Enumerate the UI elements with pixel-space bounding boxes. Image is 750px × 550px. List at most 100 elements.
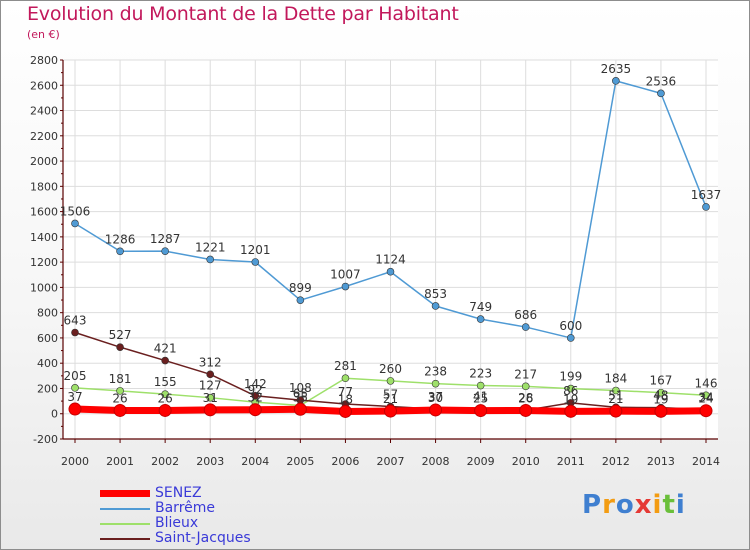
data-label-saint-jacques: 41 <box>473 390 488 404</box>
data-point-blieux <box>206 393 215 402</box>
data-label-senez: 24 <box>698 392 713 406</box>
y-tick-label: 1000 <box>30 281 58 294</box>
data-label-barr-me: 686 <box>514 308 537 322</box>
data-point-senez <box>564 404 578 418</box>
y-tick-label: 800 <box>37 307 58 320</box>
legend: SENEZ Barrême Blieux Saint-Jacques <box>100 485 320 546</box>
data-label-barr-me: 899 <box>289 281 312 295</box>
data-label-saint-jacques: 421 <box>154 342 177 356</box>
data-point-blieux <box>386 377 395 385</box>
data-label-saint-jacques: 86 <box>563 384 578 398</box>
x-tick-label: 2000 <box>61 455 89 468</box>
data-point-blieux <box>341 374 350 383</box>
x-tick-label: 2006 <box>331 455 359 468</box>
x-tick-label: 2010 <box>512 455 540 468</box>
legend-label: Blieux <box>155 515 199 531</box>
data-point-senez <box>203 403 217 417</box>
data-point-barr-me <box>341 282 350 291</box>
data-point-senez <box>338 404 352 418</box>
data-label-saint-jacques: 643 <box>64 314 87 328</box>
legend-swatch <box>100 523 150 525</box>
data-label-saint-jacques: 108 <box>289 381 312 395</box>
x-tick-label: 2014 <box>692 455 720 468</box>
data-label-saint-jacques: 51 <box>608 388 623 402</box>
data-point-senez <box>519 403 533 417</box>
data-point-senez <box>699 404 713 418</box>
x-tick-label: 2008 <box>422 455 450 468</box>
data-label-senez: 35 <box>293 390 308 404</box>
data-point-blieux <box>521 382 530 391</box>
x-tick-label: 2009 <box>467 455 495 468</box>
data-label-barr-me: 1221 <box>195 240 226 254</box>
data-label-saint-jacques: 34 <box>698 390 713 404</box>
data-label-senez: 30 <box>428 391 443 405</box>
data-label-saint-jacques: 527 <box>109 328 132 342</box>
data-label-barr-me: 749 <box>469 300 492 314</box>
data-point-senez <box>384 404 397 418</box>
data-label-senez: 21 <box>608 392 623 406</box>
y-tick-label: 1200 <box>30 256 58 269</box>
data-label-blieux: 155 <box>154 375 177 389</box>
data-label-barr-me: 1007 <box>330 268 361 282</box>
data-label-senez: 26 <box>158 391 173 405</box>
x-tick-label: 2004 <box>241 455 269 468</box>
data-label-barr-me: 1506 <box>60 204 91 218</box>
y-tick-label: 400 <box>37 357 58 370</box>
data-point-senez <box>248 403 262 417</box>
data-label-barr-me: 600 <box>559 319 582 333</box>
legend-item: Saint-Jacques <box>100 530 320 546</box>
data-label-blieux: 65 <box>293 387 308 401</box>
legend-label: Saint-Jacques <box>155 530 251 546</box>
data-point-blieux <box>566 384 575 393</box>
data-point-senez <box>429 403 443 417</box>
data-point-barr-me <box>657 89 665 98</box>
x-tick-label: 2001 <box>106 455 134 468</box>
data-label-blieux: 238 <box>424 365 447 379</box>
legend-label: Barrême <box>155 500 216 516</box>
data-label-blieux: 217 <box>514 367 537 381</box>
data-label-saint-jacques: 28 <box>518 391 533 405</box>
legend-item: Blieux <box>100 515 320 531</box>
data-label-saint-jacques: 37 <box>428 390 443 404</box>
data-point-senez <box>158 403 172 417</box>
y-tick-label: 2200 <box>30 130 58 143</box>
chart-unit: (en €) <box>27 28 60 41</box>
y-tick-label: 0 <box>51 408 58 421</box>
y-tick-label: 2800 <box>30 54 58 67</box>
data-point-saint-jacques <box>71 328 79 337</box>
data-point-barr-me <box>612 77 620 85</box>
data-label-senez: 25 <box>473 392 488 406</box>
legend-label: SENEZ <box>155 485 202 501</box>
data-label-saint-jacques: 48 <box>653 389 668 403</box>
proxiti-logo: Proxiti <box>582 490 686 520</box>
y-tick-label: 2600 <box>30 79 58 92</box>
data-point-barr-me <box>476 315 485 323</box>
data-label-blieux: 205 <box>64 369 87 383</box>
data-label-saint-jacques: 57 <box>383 388 398 402</box>
data-point-blieux <box>71 384 79 392</box>
data-point-saint-jacques <box>251 391 260 400</box>
data-label-blieux: 260 <box>379 362 402 376</box>
data-point-blieux <box>702 391 710 400</box>
data-point-barr-me <box>296 296 305 304</box>
data-label-senez: 21 <box>383 392 398 406</box>
data-point-barr-me <box>386 267 395 276</box>
data-label-barr-me: 1286 <box>105 232 136 246</box>
data-point-barr-me <box>251 258 260 266</box>
data-point-barr-me <box>71 219 79 228</box>
data-label-senez: 31 <box>203 391 218 405</box>
data-point-senez <box>68 402 82 416</box>
x-tick-label: 2013 <box>647 455 675 468</box>
data-label-barr-me: 1201 <box>240 243 271 257</box>
data-point-senez <box>474 404 488 418</box>
data-point-senez <box>293 402 307 416</box>
data-point-barr-me <box>431 302 440 310</box>
data-label-blieux: 281 <box>334 359 357 373</box>
legend-swatch <box>100 490 150 497</box>
data-point-senez <box>113 403 127 417</box>
data-label-barr-me: 853 <box>424 287 447 301</box>
data-label-barr-me: 1637 <box>691 188 722 202</box>
x-tick-label: 2007 <box>377 455 405 468</box>
data-point-blieux <box>657 388 665 397</box>
